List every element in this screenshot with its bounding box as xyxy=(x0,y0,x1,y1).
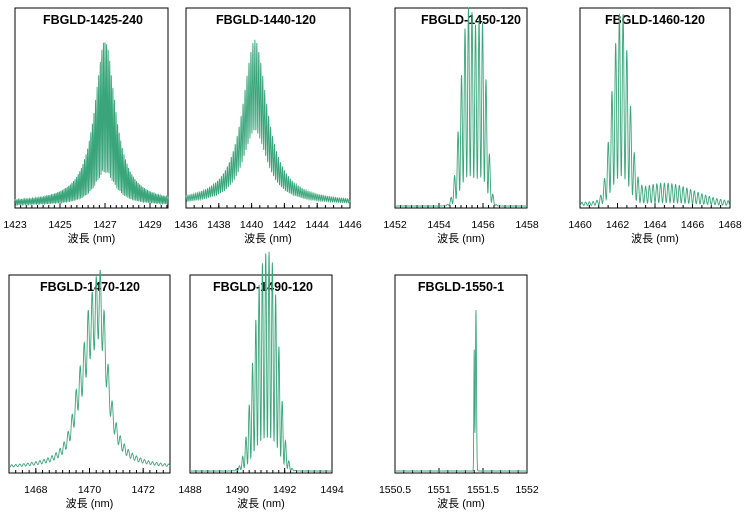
x-tick-label: 1429 xyxy=(138,219,162,231)
x-tick-label: 1472 xyxy=(131,484,155,496)
x-tick-label: 1551.5 xyxy=(467,484,499,496)
x-axis-label: 波長 (nm) xyxy=(237,497,285,510)
x-tick-label: 1488 xyxy=(178,484,202,496)
spectrum-panel-5: FBGLD-1470-120 1468 1470 1472 波長 (nm) xyxy=(8,269,171,510)
plot-frame xyxy=(8,274,171,474)
x-tick-label: 1492 xyxy=(273,484,297,496)
spectrum-trace xyxy=(8,269,171,468)
spectrum-trace xyxy=(185,39,351,204)
spectrum-panel-2: FBGLD-1440-120 1436 1438 1440 1442 1444 1446 波長… xyxy=(174,7,362,245)
spectrum-panel-4: FBGLD-1460-120 1460 1462 1464 1466 1468 波長 (nm… xyxy=(568,7,742,245)
spectrum-trace xyxy=(395,309,527,472)
spectrum-trace xyxy=(395,7,527,207)
x-tick-label: 1452 xyxy=(383,219,407,231)
plot-frame xyxy=(185,7,351,209)
chart-title: FBGLD-1460-120 xyxy=(605,13,705,27)
spectrum-trace xyxy=(579,13,731,206)
x-axis-label: 波長 (nm) xyxy=(244,232,292,245)
x-axis-label: 波長 (nm) xyxy=(66,497,114,510)
x-axis-label: 波長 (nm) xyxy=(437,497,485,510)
plot-frame xyxy=(579,7,731,209)
x-axis-label: 波長 (nm) xyxy=(437,232,485,245)
x-tick-label: 1440 xyxy=(240,219,264,231)
x-axis-label: 波長 (nm) xyxy=(68,232,116,245)
plot-frame xyxy=(189,274,333,474)
x-tick-label: 1427 xyxy=(93,219,117,231)
x-tick-label: 1423 xyxy=(3,219,27,231)
chart-title: FBGLD-1425-240 xyxy=(43,13,143,27)
x-tick-label: 1446 xyxy=(338,219,362,231)
chart-title: FBGLD-1440-120 xyxy=(216,13,316,27)
x-tick-label: 1444 xyxy=(306,219,330,231)
x-tick-label: 1551 xyxy=(427,484,451,496)
x-tick-label: 1490 xyxy=(226,484,250,496)
x-tick-label: 1464 xyxy=(643,219,667,231)
x-tick-label: 1468 xyxy=(718,219,742,231)
x-tick-label: 1442 xyxy=(273,219,297,231)
spectrum-panel-3: FBGLD-1450-120 1452 1454 1456 1458 波長 (nm) xyxy=(383,7,539,245)
chart-title: FBGLD-1450-120 xyxy=(421,13,521,27)
x-tick-label: 1468 xyxy=(24,484,48,496)
x-tick-label: 1436 xyxy=(174,219,198,231)
spectrum-panel-1: FBGLD-1425-240 1423 1425 1427 1429 波長 (nm) xyxy=(3,7,169,245)
x-tick-label: 1494 xyxy=(320,484,344,496)
plot-frame xyxy=(394,274,528,474)
x-axis-label: 波長 (nm) xyxy=(631,232,679,245)
chart-title: FBGLD-1550-1 xyxy=(418,280,504,294)
x-tick-label: 1462 xyxy=(606,219,630,231)
x-tick-label: 1425 xyxy=(48,219,72,231)
spectrum-trace xyxy=(14,42,169,207)
spectrum-panel-7: FBGLD-1550-1 1550.5 1551 1551.5 1552 波長 (nm) xyxy=(379,274,539,510)
x-tick-label: 1552 xyxy=(515,484,539,496)
x-tick-label: 1454 xyxy=(427,219,451,231)
x-tick-label: 1550.5 xyxy=(379,484,411,496)
spectrum-trace xyxy=(190,251,332,472)
x-tick-label: 1458 xyxy=(515,219,539,231)
x-tick-label: 1470 xyxy=(78,484,102,496)
chart-title: FBGLD-1470-120 xyxy=(40,280,140,294)
x-tick-label: 1456 xyxy=(471,219,495,231)
x-tick-label: 1460 xyxy=(568,219,592,231)
x-tick-label: 1466 xyxy=(681,219,705,231)
x-tick-label: 1438 xyxy=(207,219,231,231)
